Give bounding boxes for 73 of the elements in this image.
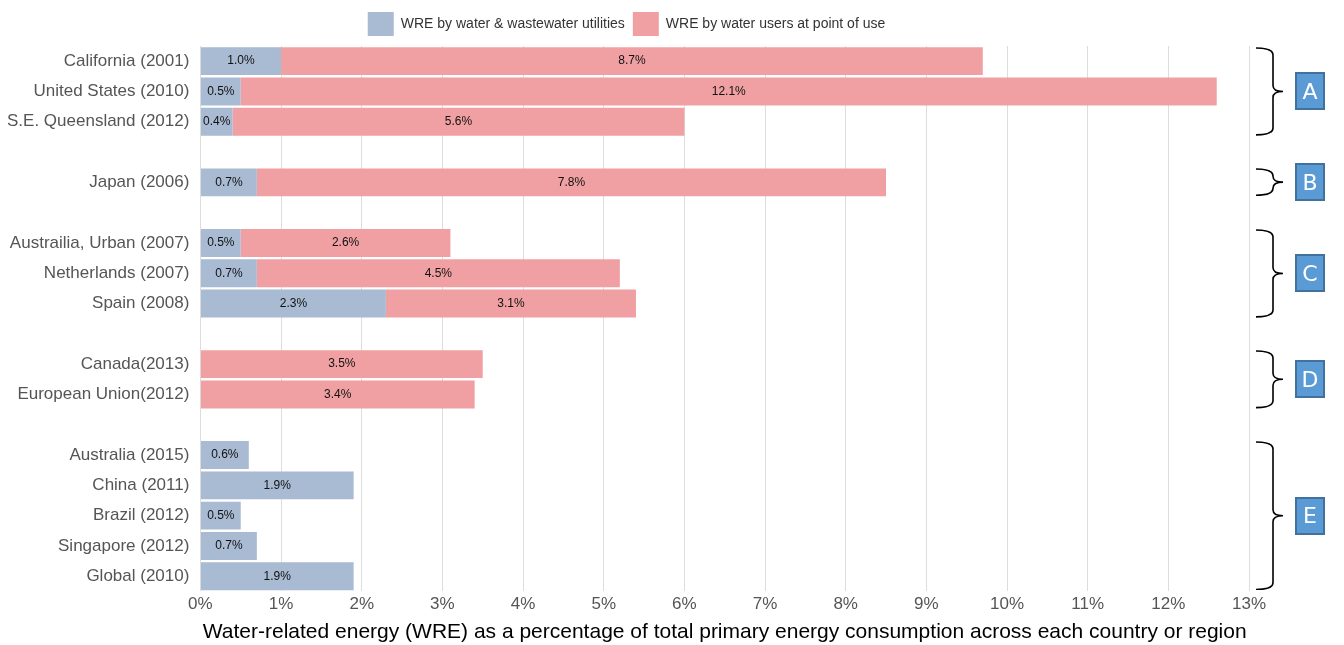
data-label: 0.6% <box>211 447 239 462</box>
bar <box>232 107 685 136</box>
data-label: 3.4% <box>324 386 352 401</box>
data-label: 0.7% <box>215 538 243 553</box>
x-tick-label: 4% <box>510 594 536 614</box>
y-tick-label: S.E. Queensland (2012) <box>6 111 190 131</box>
y-tick-label: United States (2010) <box>33 81 190 101</box>
data-label: 0.4% <box>203 114 231 129</box>
bar <box>200 259 257 288</box>
text: A <box>1295 72 1325 111</box>
bar <box>200 289 386 318</box>
data-label: 2.6% <box>331 235 360 250</box>
data-label: 7.8% <box>557 174 586 189</box>
x-tick-label: 11% <box>1071 594 1105 614</box>
x-tick-label: 0% <box>188 594 213 614</box>
y-tick-label: Austrailia, Urban (2007) <box>9 232 190 252</box>
bar <box>256 259 620 288</box>
bar <box>200 47 282 76</box>
data-label: 0.7% <box>215 174 243 189</box>
legend-label: WRE by water users at point of use <box>665 14 886 31</box>
x-tick-label: 5% <box>591 594 616 614</box>
bar <box>281 47 983 76</box>
data-label: 2.3% <box>279 295 308 310</box>
bar <box>200 471 354 500</box>
text: D <box>1295 360 1325 399</box>
x-tick-label: 3% <box>430 594 455 614</box>
x-tick-label: 7% <box>752 594 778 614</box>
bar <box>240 77 1217 106</box>
x-tick-label: 12% <box>1151 594 1186 614</box>
data-label: 4.5% <box>424 265 453 280</box>
data-label: 5.6% <box>444 114 473 129</box>
x-tick-label: 13% <box>1231 594 1267 614</box>
data-label: 1.9% <box>263 477 292 492</box>
y-tick-label: Global (2010) <box>86 565 190 585</box>
x-tick-label: 1% <box>268 594 294 614</box>
data-label: 0.7% <box>215 265 243 280</box>
y-tick-label: Netherlands (2007) <box>43 262 190 282</box>
x-axis-title: Water-related energy (WRE) as a percentage of total primary energy consumption across each country or region <box>202 619 1247 643</box>
x-tick-label: 6% <box>672 594 697 614</box>
text: C <box>1295 254 1325 293</box>
bar <box>200 562 354 591</box>
data-label: 8.7% <box>618 53 646 68</box>
y-tick-label: California (2001) <box>63 50 190 70</box>
data-label: 3.5% <box>328 356 356 371</box>
y-tick-label: Singapore (2012) <box>58 535 190 555</box>
y-tick-label: Japan (2006) <box>89 172 190 192</box>
text: E <box>1295 496 1325 535</box>
y-tick-label: China (2011) <box>92 475 190 495</box>
x-tick-label: 10% <box>990 594 1025 614</box>
y-tick-label: Canada(2013) <box>80 353 190 373</box>
data-label: 0.5% <box>207 507 235 522</box>
bar <box>200 168 257 197</box>
data-label: 1.0% <box>227 53 255 68</box>
data-label: 12.1% <box>711 83 747 98</box>
bar <box>200 350 483 379</box>
bar <box>240 229 451 257</box>
y-tick-label: European Union(2012) <box>17 384 190 404</box>
x-tick-label: 9% <box>914 594 939 614</box>
data-label: 0.5% <box>207 83 235 98</box>
data-label: 1.9% <box>263 568 292 583</box>
data-label: 3.1% <box>497 295 525 310</box>
bar <box>200 380 475 409</box>
bar <box>256 168 887 197</box>
legend-label: WRE by water & wastewater utilities <box>400 14 625 31</box>
text: B <box>1295 163 1325 202</box>
x-tick-label: 8% <box>833 594 858 614</box>
y-tick-label: Brazil (2012) <box>93 505 190 525</box>
bar <box>200 532 257 560</box>
data-label: 0.5% <box>207 235 235 250</box>
x-tick-label: 2% <box>349 594 375 614</box>
bar <box>385 289 636 318</box>
y-tick-label: Spain (2008) <box>92 293 190 313</box>
y-tick-label: Australia (2015) <box>69 444 190 464</box>
